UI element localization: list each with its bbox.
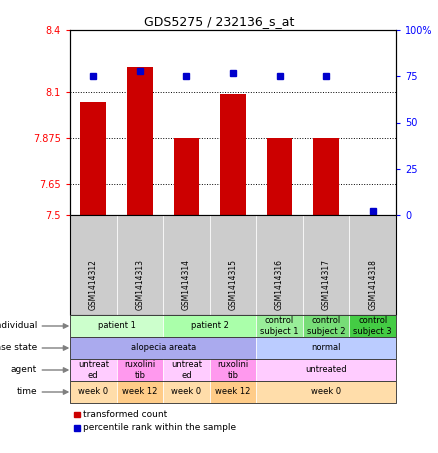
Bar [256,315,303,337]
Bar [256,381,396,403]
Bar [210,215,256,315]
Text: week 0: week 0 [311,387,341,396]
Bar [117,359,163,381]
Bar [350,315,396,337]
Text: time: time [17,387,37,396]
Text: ruxolini
tib: ruxolini tib [124,360,155,380]
Text: untreated: untreated [305,366,347,375]
Bar [163,381,210,403]
Text: GDS5275 / 232136_s_at: GDS5275 / 232136_s_at [144,15,294,28]
Bar [117,381,163,403]
Text: GSM1414316: GSM1414316 [275,260,284,310]
Bar [163,359,210,381]
Bar [70,215,117,315]
Bar [70,359,117,381]
Text: alopecia areata: alopecia areata [131,343,196,352]
Text: GSM1414312: GSM1414312 [89,260,98,310]
Text: week 0: week 0 [78,387,108,396]
Bar [117,215,163,315]
Bar [173,138,199,215]
Text: week 12: week 12 [122,387,158,396]
Text: GSM1414318: GSM1414318 [368,260,377,310]
Bar [210,359,256,381]
Text: patient 1: patient 1 [98,322,135,331]
Bar [70,359,396,381]
Text: week 0: week 0 [171,387,201,396]
Bar [70,381,117,403]
Bar [313,138,339,215]
Bar [163,315,256,337]
Bar [256,359,396,381]
Bar [303,215,350,315]
Text: GSM1414317: GSM1414317 [321,260,331,310]
Text: control
subject 3: control subject 3 [353,316,392,336]
Text: normal: normal [311,343,341,352]
Bar [267,138,293,215]
Text: individual: individual [0,322,37,331]
Bar [220,94,246,215]
Text: patient 2: patient 2 [191,322,229,331]
Bar [70,337,256,359]
Text: untreat
ed: untreat ed [78,360,109,380]
Text: percentile rank within the sample: percentile rank within the sample [83,424,236,433]
Bar [74,425,80,431]
Bar [70,215,396,315]
Bar [74,412,80,417]
Bar [350,215,396,315]
Bar [81,102,106,215]
Text: ruxolini
tib: ruxolini tib [217,360,249,380]
Text: untreat
ed: untreat ed [171,360,202,380]
Bar [256,337,396,359]
Text: disease state: disease state [0,343,37,352]
Bar [70,337,396,359]
Bar [70,381,396,403]
Bar [127,67,153,215]
Bar [210,381,256,403]
Text: transformed count: transformed count [83,410,167,419]
Text: GSM1414313: GSM1414313 [135,260,145,310]
Bar [70,315,163,337]
Bar [70,315,396,337]
Text: GSM1414315: GSM1414315 [229,260,237,310]
Bar [303,315,350,337]
Bar [256,215,303,315]
Text: control
subject 2: control subject 2 [307,316,346,336]
Text: GSM1414314: GSM1414314 [182,260,191,310]
Text: agent: agent [11,366,37,375]
Text: control
subject 1: control subject 1 [260,316,299,336]
Text: week 12: week 12 [215,387,251,396]
Bar [163,215,210,315]
